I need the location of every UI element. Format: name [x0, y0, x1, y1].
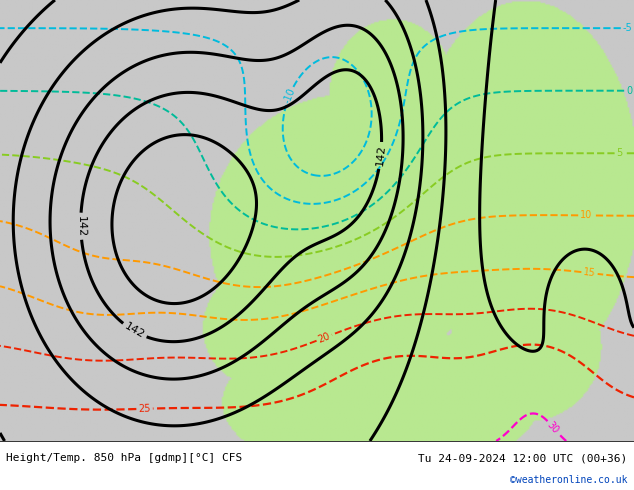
Text: 10: 10 [580, 210, 593, 221]
Text: 20: 20 [316, 331, 332, 344]
Text: 0: 0 [626, 86, 632, 96]
Text: 142: 142 [122, 321, 146, 341]
Text: 142: 142 [375, 145, 387, 167]
Text: Tu 24-09-2024 12:00 UTC (00+36): Tu 24-09-2024 12:00 UTC (00+36) [418, 453, 628, 463]
Text: 30: 30 [545, 419, 560, 435]
Text: 15: 15 [583, 268, 596, 279]
Text: -10: -10 [281, 87, 297, 105]
Text: 25: 25 [138, 404, 151, 414]
Text: -5: -5 [623, 23, 633, 33]
Text: Height/Temp. 850 hPa [gdmp][°C] CFS: Height/Temp. 850 hPa [gdmp][°C] CFS [6, 453, 243, 463]
Text: 142: 142 [75, 216, 86, 237]
Text: ©weatheronline.co.uk: ©weatheronline.co.uk [510, 475, 628, 485]
Text: 5: 5 [617, 148, 623, 158]
